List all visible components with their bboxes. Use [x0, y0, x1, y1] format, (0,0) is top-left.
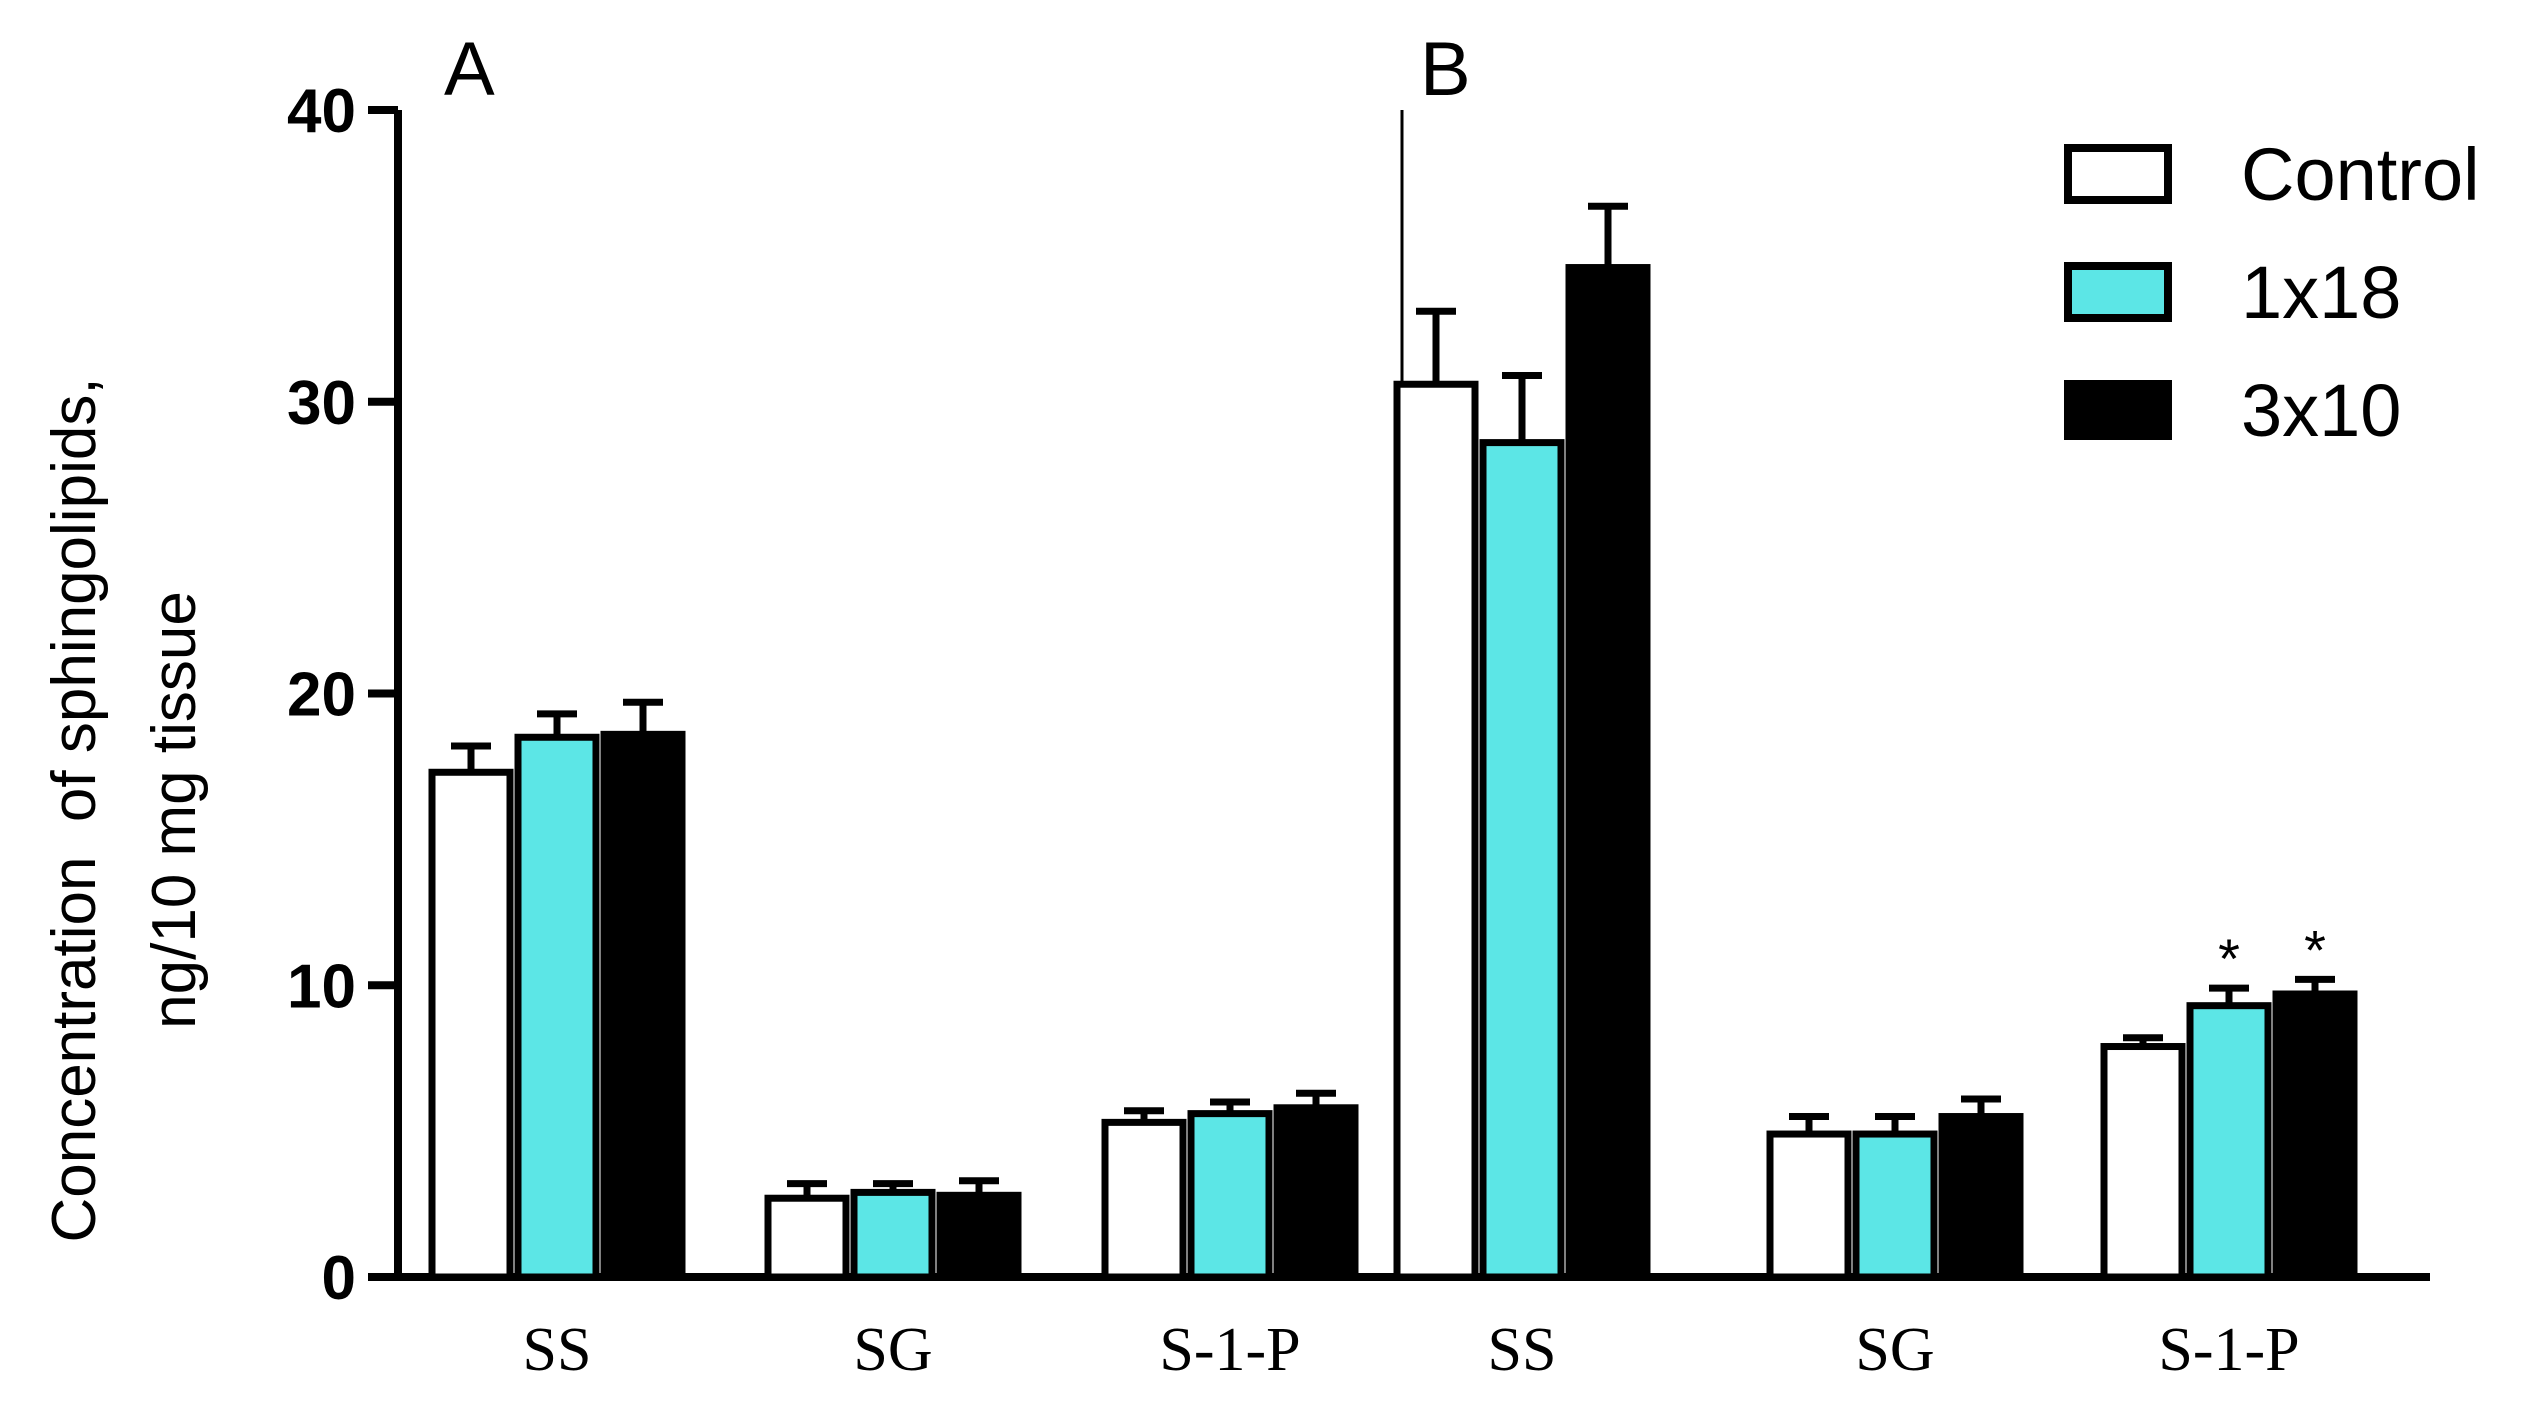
- bar-1x18: [850, 1188, 936, 1281]
- y-tick-label: 10: [287, 952, 356, 1021]
- x-category-label: SG: [853, 1316, 932, 1384]
- bar-1x18: [1852, 1130, 1938, 1281]
- significance-star: *: [2304, 918, 2326, 981]
- bar-1x18: [1479, 439, 1565, 1281]
- x-category-label: S-1-P: [2158, 1316, 2299, 1384]
- bar-3x10: [936, 1191, 1022, 1281]
- bar-control: [428, 768, 514, 1281]
- legend-label: Control: [2241, 133, 2480, 216]
- y-tick-label: 20: [287, 661, 356, 730]
- x-category-label: SS: [523, 1316, 592, 1384]
- y-axis-label: ng/10 mg tissue: [140, 591, 209, 1029]
- panel-label: A: [444, 27, 495, 112]
- y-axis-label: Concentration of sphingolipids,: [40, 377, 109, 1242]
- bar-3x10: [600, 730, 686, 1281]
- bar-3x10: [1273, 1104, 1359, 1281]
- y-tick-label: 40: [287, 77, 356, 146]
- bar-3x10: [2272, 990, 2358, 1281]
- significance-star: *: [2218, 927, 2240, 990]
- legend-swatch-3x10: [2064, 380, 2172, 440]
- bar-control: [1766, 1130, 1852, 1281]
- bar-control: [1101, 1118, 1187, 1281]
- bar-1x18: [1187, 1110, 1273, 1281]
- bar-control: [764, 1194, 850, 1281]
- bar-1x18: [2186, 1002, 2272, 1281]
- legend-swatch-1x18: [2064, 262, 2172, 322]
- bar-3x10: [1565, 264, 1651, 1281]
- legend-swatch-control: [2064, 144, 2172, 204]
- bar-control: [1393, 380, 1479, 1281]
- legend-label: 1x18: [2241, 251, 2401, 334]
- x-category-label: S-1-P: [1159, 1316, 1300, 1384]
- x-category-label: SG: [1855, 1316, 1934, 1384]
- x-category-label: SS: [1488, 1316, 1557, 1384]
- bar-3x10: [1938, 1113, 2024, 1281]
- y-tick-label: 0: [322, 1244, 356, 1313]
- bar-control: [2100, 1043, 2186, 1281]
- legend-label: 3x10: [2241, 369, 2401, 452]
- bar-1x18: [514, 733, 600, 1281]
- y-tick-label: 30: [287, 369, 356, 438]
- panel-label: B: [1420, 27, 1471, 112]
